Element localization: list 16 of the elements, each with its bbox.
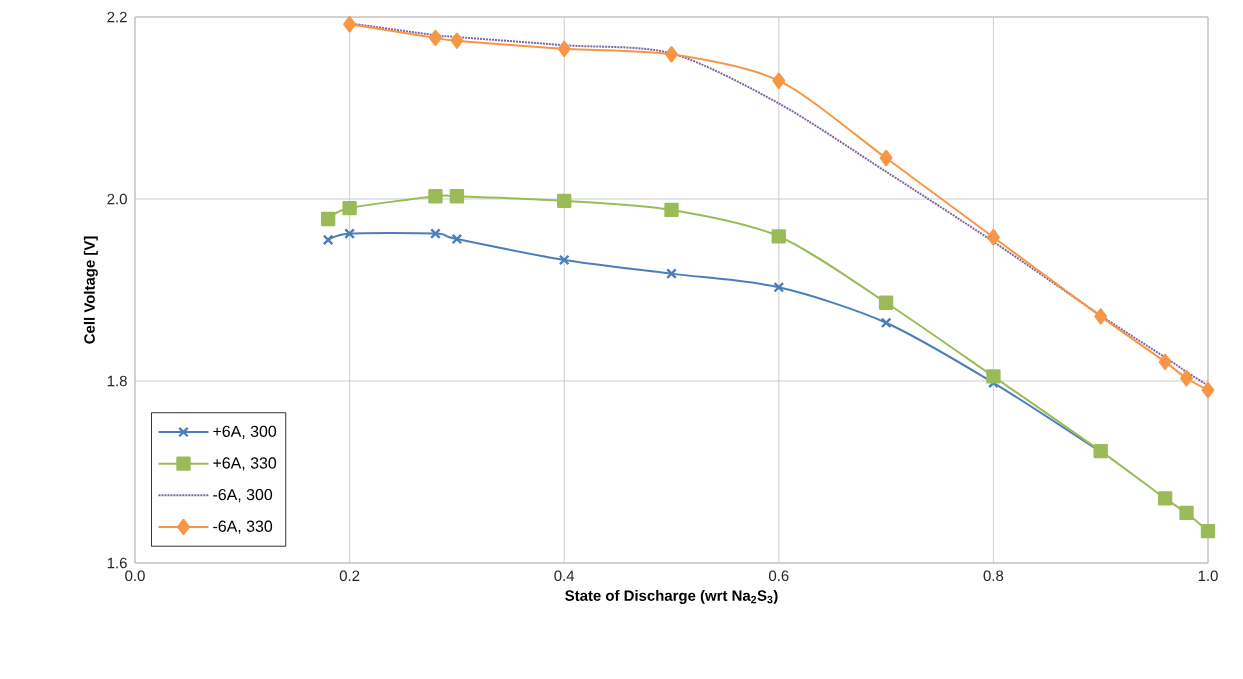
- y-tick-label: 2.2: [107, 11, 127, 23]
- y-tick-label: 2.0: [107, 193, 127, 205]
- x-tick-label: 1.0: [1198, 570, 1218, 582]
- x-axis-title: State of Discharge (wrt Na$_{2}$S$_{3}$): [565, 589, 778, 604]
- x-tick-label: 0.4: [554, 570, 575, 582]
- x-tick-label: 0.0: [125, 570, 145, 582]
- legend-label: -6A, 300: [213, 488, 273, 503]
- x-tick-label: 0.2: [339, 570, 360, 582]
- y-tick-label: 1.6: [107, 557, 127, 569]
- legend-label: +6A, 300: [213, 425, 277, 439]
- legend-label: +6A, 330: [213, 457, 277, 471]
- x-tick-label: 0.8: [983, 570, 1004, 582]
- y-tick-label: 1.8: [107, 375, 127, 387]
- legend-label: -6A, 330: [213, 520, 273, 534]
- y-axis-title: Cell Voltage [V]: [83, 236, 98, 344]
- x-tick-label: 0.6: [768, 570, 789, 582]
